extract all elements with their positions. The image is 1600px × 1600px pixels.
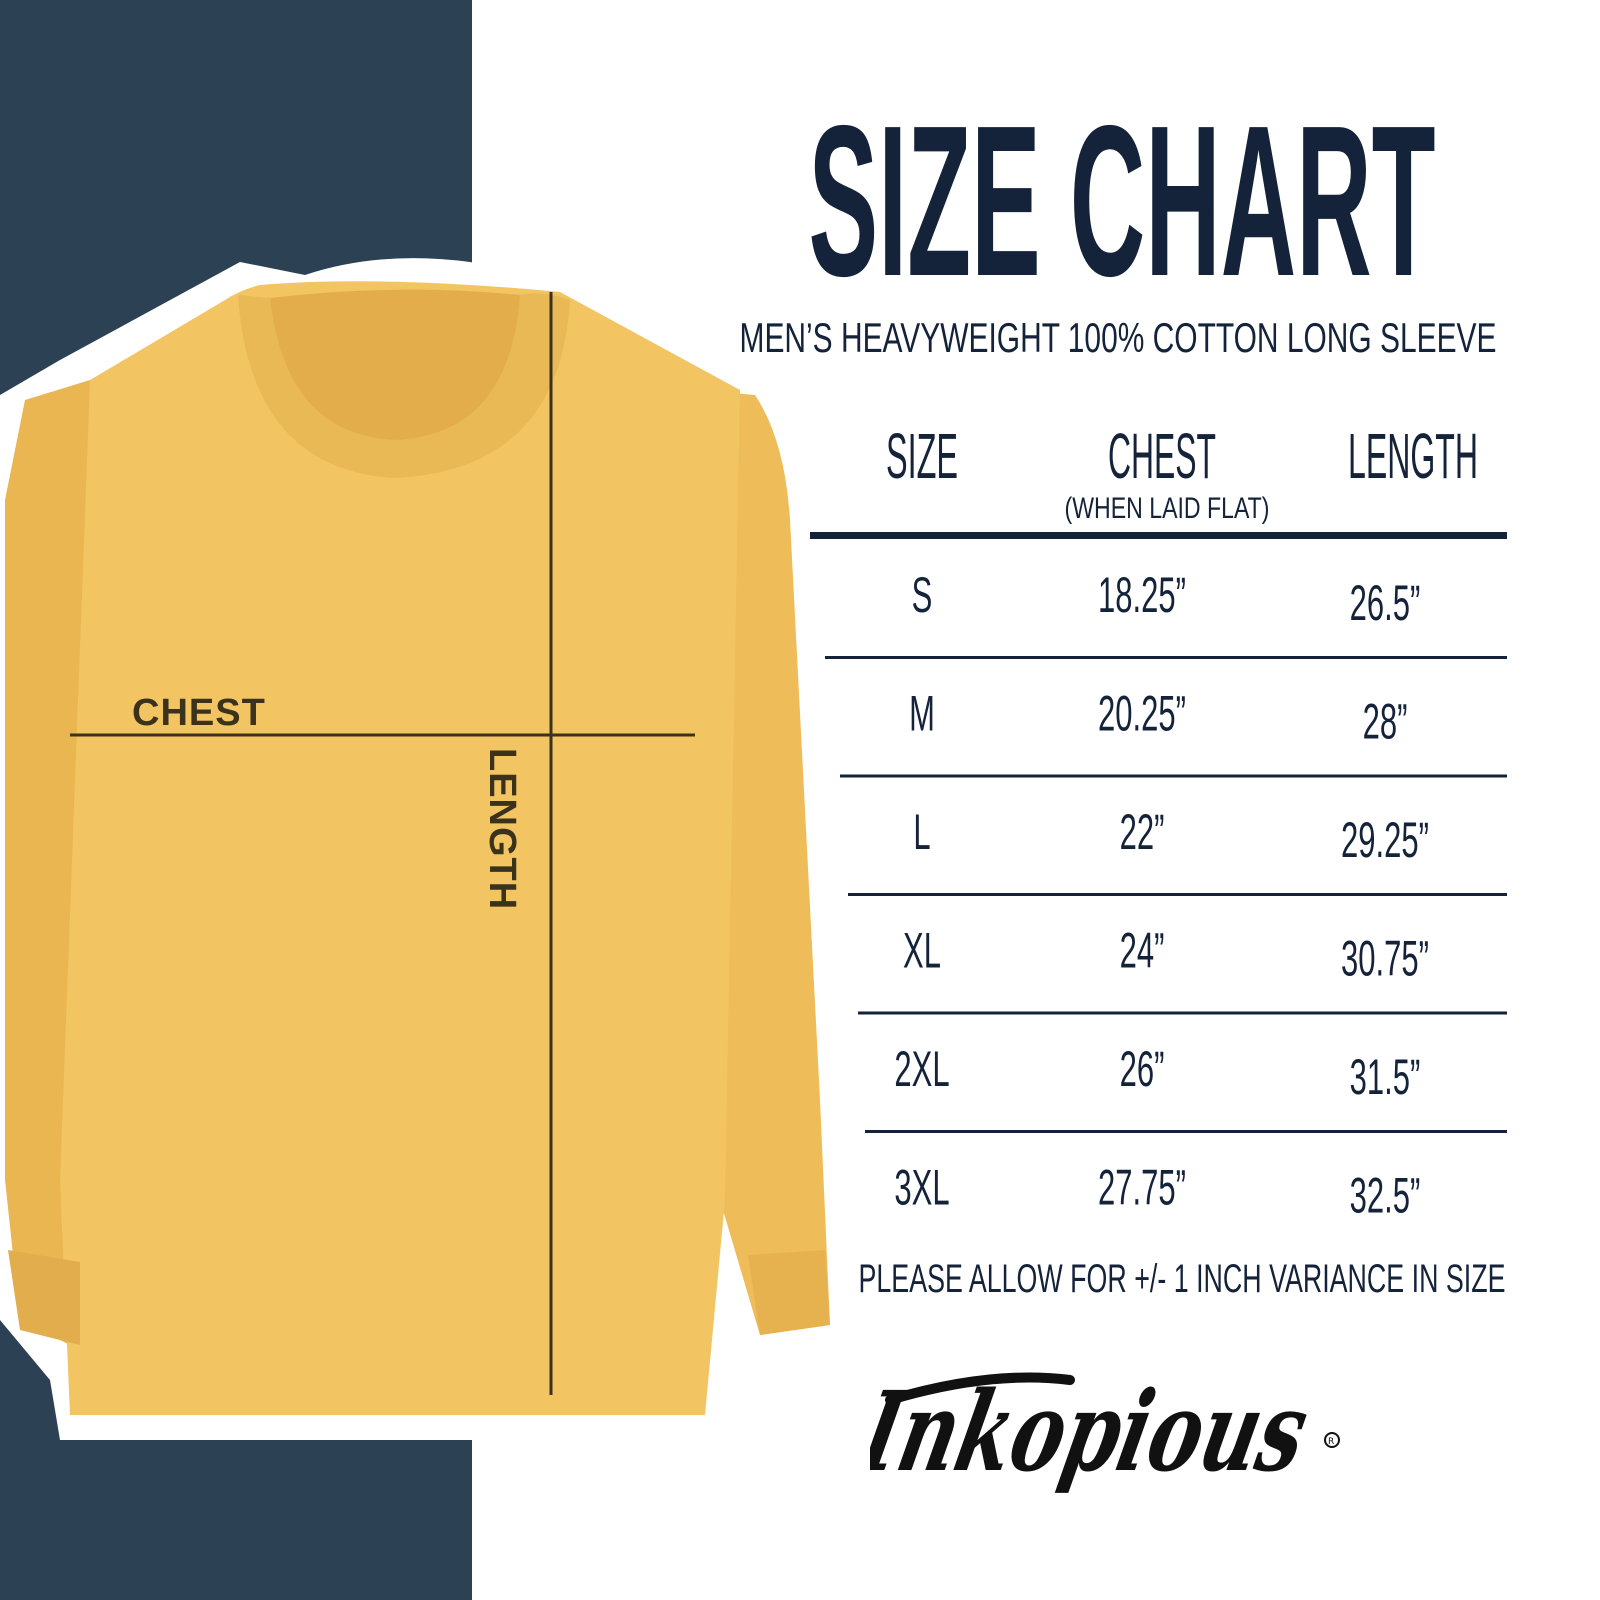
cell-size: L — [913, 804, 930, 860]
cell-size: S — [912, 567, 933, 623]
table-row: 2XL 26” 31.5” — [865, 1041, 1507, 1133]
row-divider — [825, 656, 1507, 659]
cell-size: XL — [903, 923, 941, 979]
cell-length: 32.5” — [1350, 1168, 1421, 1224]
cell-size: 3XL — [894, 1160, 949, 1216]
cell-length: 31.5” — [1350, 1049, 1421, 1105]
cell-length: 26.5” — [1350, 575, 1421, 631]
shirt-neck-inner — [270, 289, 520, 440]
page-title: SIZE CHART — [809, 80, 1436, 321]
row-divider — [858, 1011, 1507, 1015]
table-row: S 18.25” 26.5” — [825, 567, 1507, 659]
cell-length: 28” — [1363, 694, 1408, 750]
cell-length: 30.75” — [1341, 931, 1429, 987]
header-size: SIZE — [886, 420, 958, 492]
cell-chest: 22” — [1120, 804, 1165, 860]
table-row: XL 24” 30.75” — [858, 923, 1507, 1015]
cell-length: 29.25” — [1341, 812, 1429, 868]
row-divider — [848, 893, 1507, 896]
shirt-body — [60, 281, 740, 1416]
variance-note: PLEASE ALLOW FOR +/- 1 INCH VARIANCE IN … — [859, 1257, 1506, 1301]
cell-chest: 24” — [1120, 923, 1165, 979]
chest-label: CHEST — [132, 692, 266, 734]
header-divider — [810, 532, 1507, 539]
svg-text:R: R — [1328, 1437, 1334, 1447]
header-length: LENGTH — [1348, 420, 1478, 492]
left-cuff — [8, 1250, 80, 1345]
subtitle: MEN’S HEAVYWEIGHT 100% COTTON LONG SLEEV… — [740, 314, 1497, 361]
row-divider — [840, 774, 1507, 778]
brand-logo: Inkopious R — [870, 1368, 1340, 1497]
header-chest-note: (WHEN LAID FLAT) — [1065, 492, 1270, 525]
cell-chest: 18.25” — [1098, 567, 1186, 623]
table-row: M 20.25” 28” — [840, 686, 1507, 778]
length-label: LENGTH — [481, 748, 523, 911]
table-row: 3XL 27.75” 32.5” — [894, 1160, 1420, 1224]
cell-size: 2XL — [894, 1041, 949, 1097]
right-cuff — [748, 1250, 830, 1335]
cell-chest: 20.25” — [1098, 686, 1186, 742]
shirt-collar — [238, 293, 570, 478]
header-chest: CHEST — [1108, 420, 1216, 492]
row-divider — [865, 1130, 1507, 1133]
table-row: L 22” 29.25” — [848, 804, 1507, 896]
cell-chest: 26” — [1120, 1041, 1165, 1097]
shirt-illustration — [5, 281, 830, 1416]
cell-chest: 27.75” — [1098, 1160, 1186, 1216]
cell-size: M — [909, 686, 935, 742]
